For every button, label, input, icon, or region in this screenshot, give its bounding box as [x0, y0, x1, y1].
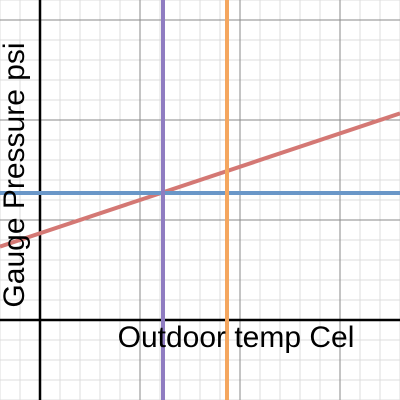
y-axis-label: Gauge Pressure psi [0, 42, 31, 307]
x-axis-label: Outdoor temp Cel [118, 321, 355, 354]
series-0-line [0, 111, 400, 249]
